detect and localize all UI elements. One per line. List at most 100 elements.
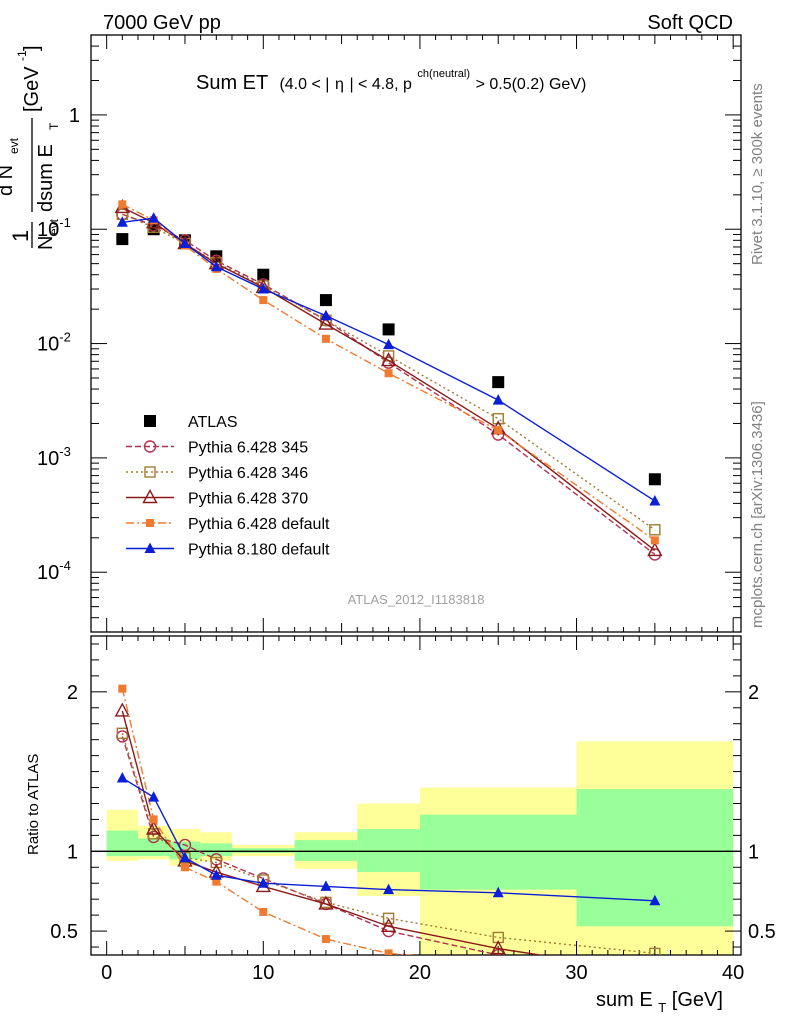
point-pythia-6-428-default: [321, 334, 330, 343]
ratio-point-pythia-6-428-default: [259, 907, 268, 916]
ratio-y-tick-label: 0.5: [50, 921, 78, 943]
point-pythia-6-428-default: [650, 536, 659, 545]
point-pythia-8-180-default: [210, 260, 222, 272]
ratio-point-pythia-6-428-370: [145, 820, 162, 835]
stat-band-green-1: [137, 838, 170, 857]
y-label-one: 1: [8, 230, 33, 242]
point-pythia-6-428-default: [259, 296, 268, 305]
x-label-unit: [GeV]: [672, 989, 723, 1011]
series-line-pythia-8-180-default: [122, 217, 656, 502]
point-pythia-8-180-default: [383, 338, 395, 350]
ratio-y-tick-label-right: 1: [748, 841, 759, 863]
legend-marker-pythia-8-180-default: [144, 542, 156, 553]
rivet-label: Rivet 3.1.10, ≥ 300k events: [749, 83, 766, 265]
ratio-y-tick-label: 1: [67, 841, 78, 863]
point-pythia-8-180-default: [179, 237, 191, 249]
x-tick-label-40: 40: [722, 962, 744, 984]
legend-label-pythia-6-428-default: Pythia 6.428 default: [188, 516, 330, 533]
legend-label-pythia-6-428-346: Pythia 6.428 346: [188, 465, 308, 482]
x-axis-label: sum E T [GeV]: [596, 989, 723, 1017]
point-atlas: [382, 323, 395, 336]
ratio-frame: [90, 635, 742, 956]
point-pythia-6-428-default: [118, 200, 127, 209]
ratio-point-pythia-6-428-default: [212, 877, 221, 886]
y-label-T: T: [47, 122, 61, 130]
y-tick-label: 10-1: [37, 215, 71, 241]
ratio-point-pythia-6-428-345: [178, 838, 192, 852]
legend-label-atlas: ATLAS: [188, 414, 238, 431]
point-pythia-8-180-default: [492, 394, 504, 405]
header-right: Soft QCD: [647, 12, 733, 34]
point-pythia-6-428-370: [318, 315, 334, 330]
y-axis-label: 1 N evt d N evt dsum E T [GeV -1 ]: [0, 45, 61, 250]
x-label-sub: T: [658, 1000, 666, 1015]
x-tick-label-20: 20: [409, 962, 431, 984]
y-label-unit-sup: -1: [15, 50, 29, 61]
x-tick-label-30: 30: [565, 962, 587, 984]
point-pythia-6-428-346: [649, 524, 661, 536]
y-tick-exp: -4: [59, 558, 71, 573]
ratio-point-pythia-8-180-default: [257, 877, 269, 888]
stat-band-green-4: [231, 848, 295, 853]
point-pythia-6-428-default: [494, 426, 503, 435]
y-tick-exp: -2: [59, 330, 71, 345]
y-label-unit-close: ]: [21, 45, 43, 51]
x-label-main: sum E: [596, 989, 653, 1011]
stat-band-green-5: [294, 840, 358, 861]
point-pythia-6-428-346: [492, 413, 504, 425]
y-tick-exp: -3: [59, 444, 71, 459]
y-tick-label: 1: [69, 105, 80, 127]
ratio-point-pythia-6-428-370: [318, 895, 334, 910]
ratio-point-pythia-6-428-370: [648, 966, 661, 978]
point-pythia-6-428-default: [384, 369, 393, 378]
main-frame: [90, 34, 742, 633]
stat-band-green-7: [419, 814, 577, 890]
ratio-point-pythia-6-428-370: [380, 917, 397, 932]
stat-band-green-0: [106, 830, 138, 857]
legend-label-pythia-6-428-370: Pythia 6.428 370: [188, 491, 308, 508]
legend-marker-pythia-6-428-346: [144, 466, 156, 478]
title-cut-eta: η: [335, 76, 344, 93]
y-label-unit: [GeV: [21, 66, 43, 112]
y-label-N: N: [35, 236, 57, 250]
ratio-line-pythia-6-428-345: [121, 736, 504, 955]
stat-band-green-6: [357, 828, 420, 873]
point-pythia-8-180-default: [148, 212, 160, 223]
title-cut-d: > 0.5(0.2) GeV): [476, 76, 587, 93]
ratio-point-pythia-8-180-default: [492, 886, 504, 898]
ratio-point-pythia-8-180-default: [649, 894, 661, 906]
ratio-point-pythia-6-428-346: [649, 947, 661, 955]
plot-title: Sum ET (4.0 < | η | < 4.8, p ch(neutral)…: [196, 60, 586, 94]
point-atlas: [648, 473, 661, 486]
ratio-point-pythia-6-428-default: [651, 975, 659, 983]
header-left: 7000 GeV pp: [103, 12, 221, 34]
title-cut-a: (4.0 < |: [279, 76, 329, 93]
ratio-panel: 0 10 20 30 40 2 2 1 1 0.5 0.5: [50, 635, 776, 984]
ratio-point-pythia-6-428-default: [321, 935, 330, 944]
ratio-point-pythia-6-428-default: [384, 949, 393, 955]
ratio-point-pythia-8-180-default: [179, 851, 191, 863]
legend-marker-pythia-6-428-345: [143, 440, 157, 453]
ratio-point-pythia-8-180-default: [383, 883, 395, 895]
ratio-point-pythia-6-428-346: [210, 856, 223, 869]
stat-band-green-3: [200, 843, 232, 857]
point-atlas: [319, 294, 332, 307]
series-line-pythia-6-428-default: [122, 203, 656, 541]
ratio-point-pythia-8-180-default: [116, 771, 128, 783]
ratio-point-pythia-6-428-346: [382, 912, 395, 925]
y-tick-label: 10-4: [37, 558, 71, 584]
y-tick-base: 10: [37, 448, 59, 470]
ratio-point-pythia-6-428-default: [180, 863, 189, 872]
legend: ATLAS Pythia 6.428 345 Pythia 6.428 346 Pyt…: [126, 414, 330, 559]
ratio-point-pythia-8-180-default: [210, 869, 222, 880]
main-panel: 110-110-210-310-4: [37, 34, 742, 633]
main-content: [114, 199, 663, 561]
ratio-point-pythia-6-428-370: [490, 940, 506, 955]
ratio-y-tick-label: 2: [67, 682, 78, 704]
y-label-dN: d N: [0, 165, 17, 196]
ratio-axis-label: Ratio to ATLAS: [25, 754, 42, 855]
mcplots-label: mcplots.cern.ch [arXiv:1306.3436]: [749, 401, 766, 628]
ratio-point-pythia-6-428-346: [116, 727, 129, 739]
point-pythia-6-428-370: [380, 352, 397, 367]
